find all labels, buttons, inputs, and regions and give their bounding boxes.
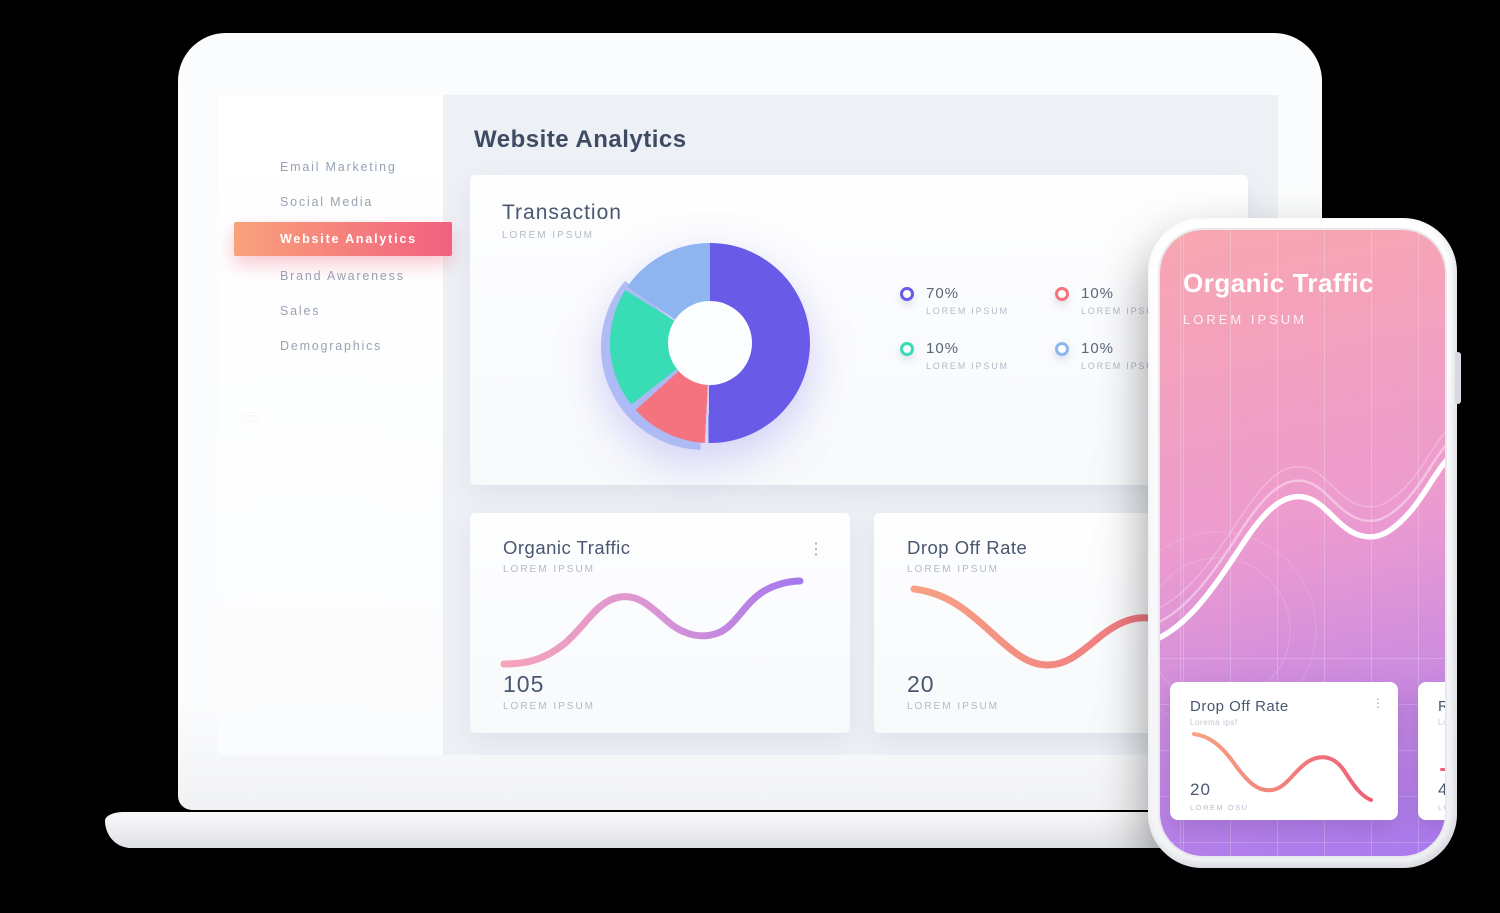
legend-value: 10% bbox=[1081, 285, 1115, 302]
organic-card-title: Organic Traffic bbox=[503, 537, 631, 558]
phone-card-value: 20 bbox=[1190, 780, 1211, 799]
transaction-card: Transaction LOREM IPSUM 70% bbox=[470, 175, 1248, 485]
organic-line-chart bbox=[500, 577, 804, 668]
legend-label: LOREM IPSUM bbox=[1081, 306, 1164, 316]
sidebar-item-website-analytics[interactable]: Website Analytics bbox=[234, 222, 452, 256]
phone-card-value: 4 bbox=[1438, 780, 1445, 799]
phone-card-footer: 4 LO bbox=[1438, 780, 1445, 812]
hamburger-menu-icon[interactable] bbox=[242, 413, 258, 428]
kebab-menu-icon[interactable]: ⋮ bbox=[808, 541, 824, 558]
transaction-card-title: Transaction bbox=[502, 201, 622, 224]
dropoff-card-subtitle: LOREM IPSUM bbox=[907, 564, 1000, 575]
legend-ring-blue-icon bbox=[1055, 342, 1069, 356]
phone-card-value-label: LO bbox=[1438, 803, 1445, 812]
transaction-donut-chart bbox=[601, 243, 810, 450]
sidebar: Email Marketing Social Media Website Ana… bbox=[218, 95, 452, 755]
phone-card-value-label: LOREM OSU bbox=[1190, 803, 1249, 812]
legend-item-red: 10% LOREM IPSUM bbox=[1055, 285, 1230, 316]
dropoff-card-footer: 20 LOREM IPSUM bbox=[907, 671, 999, 712]
kebab-menu-icon[interactable]: ⋮ bbox=[1372, 696, 1384, 710]
organic-card-footer: 105 LOREM IPSUM bbox=[503, 671, 595, 712]
dashboard: Email Marketing Social Media Website Ana… bbox=[218, 95, 1278, 755]
phone-page-title: Organic Traffic bbox=[1183, 268, 1374, 298]
phone-card-title: Re bbox=[1438, 698, 1445, 715]
donut-hole bbox=[668, 301, 752, 385]
sidebar-menu: Email Marketing Social Media Website Ana… bbox=[218, 95, 452, 364]
legend-item-purple: 70% LOREM IPSUM bbox=[900, 285, 1055, 316]
legend-label: LOREM IPSUM bbox=[1081, 361, 1164, 371]
dropoff-value: 20 bbox=[907, 671, 935, 697]
organic-card-subtitle: LOREM IPSUM bbox=[503, 564, 596, 575]
phone-mockup: Organic Traffic LOREM IPSUM Drop Off Rat… bbox=[1148, 218, 1461, 868]
organic-value: 105 bbox=[503, 671, 545, 697]
legend-value: 10% bbox=[1081, 340, 1115, 357]
sidebar-item-brand-awareness[interactable]: Brand Awareness bbox=[280, 269, 405, 283]
page-title: Website Analytics bbox=[474, 126, 687, 153]
transaction-card-subtitle: LOREM IPSUM bbox=[502, 230, 595, 241]
phone-card-subtitle: Lo bbox=[1438, 718, 1445, 727]
sidebar-item-social-media[interactable]: Social Media bbox=[280, 195, 374, 209]
laptop-mockup: Email Marketing Social Media Website Ana… bbox=[178, 33, 1322, 810]
legend-ring-purple-icon bbox=[900, 287, 914, 301]
main-content: Website Analytics Transaction LOREM IPSU… bbox=[443, 95, 1278, 755]
dropoff-value-label: LOREM IPSUM bbox=[907, 701, 1000, 712]
legend-ring-teal-icon bbox=[900, 342, 914, 356]
legend-item-teal: 10% LOREM IPSUM bbox=[900, 340, 1055, 371]
phone-side-button bbox=[1455, 352, 1461, 404]
phone-dropoff-line-chart bbox=[1192, 732, 1373, 802]
legend-ring-red-icon bbox=[1055, 287, 1069, 301]
legend-label: LOREM IPSUM bbox=[926, 361, 1009, 371]
dropoff-card-title: Drop Off Rate bbox=[907, 537, 1028, 558]
phone-card-footer: 20 LOREM OSU bbox=[1190, 780, 1249, 812]
mini-chart-red-dash bbox=[1440, 768, 1445, 771]
legend-value: 10% bbox=[926, 340, 960, 357]
phone-card-title: Drop Off Rate bbox=[1190, 698, 1289, 715]
legend-value: 70% bbox=[926, 285, 960, 302]
phone-page-subtitle: LOREM IPSUM bbox=[1183, 312, 1308, 327]
legend-item-blue: 10% LOREM IPSUM bbox=[1055, 340, 1230, 371]
phone-second-card: Re Lo 4 LO bbox=[1418, 682, 1445, 820]
sidebar-item-demographics[interactable]: Demographics bbox=[280, 339, 383, 353]
phone-drop-off-card: Drop Off Rate Lorema Ipsf ⋮ 20 LOREM OSU bbox=[1170, 682, 1398, 820]
legend-label: LOREM IPSUM bbox=[926, 306, 1009, 316]
organic-value-label: LOREM IPSUM bbox=[503, 701, 596, 712]
phone-card-subtitle: Lorema Ipsf bbox=[1190, 718, 1238, 727]
sidebar-item-email-marketing[interactable]: Email Marketing bbox=[280, 160, 397, 174]
donut-legend: 70% LOREM IPSUM 10% LOREM IPSUM bbox=[900, 285, 1230, 371]
phone-screen: Organic Traffic LOREM IPSUM Drop Off Rat… bbox=[1160, 230, 1445, 856]
organic-traffic-card: Organic Traffic LOREM IPSUM ⋮ bbox=[470, 513, 850, 733]
sidebar-item-sales[interactable]: Sales bbox=[280, 304, 321, 318]
